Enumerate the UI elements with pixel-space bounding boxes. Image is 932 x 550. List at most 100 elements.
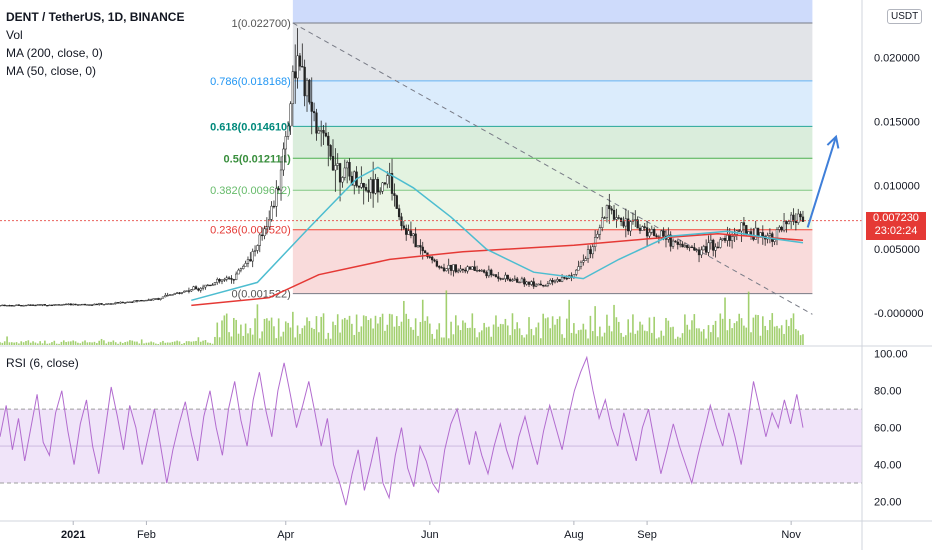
candle-body <box>407 230 410 235</box>
arrow-drawing[interactable] <box>806 134 840 228</box>
candle-body <box>619 217 623 222</box>
volume-bar <box>214 336 216 345</box>
candle-body <box>636 219 639 229</box>
candle-body <box>686 245 689 248</box>
volume-bar <box>733 323 736 345</box>
candle-body <box>386 175 389 185</box>
candle-body <box>669 234 672 247</box>
candle-body <box>116 302 120 304</box>
candle-body <box>133 300 136 303</box>
legend-rsi[interactable]: RSI (6, close) <box>6 356 79 370</box>
candle-body <box>124 302 127 304</box>
volume-bar <box>414 318 417 345</box>
volume-bar <box>358 331 360 345</box>
volume-bar <box>518 328 521 345</box>
legend-vol[interactable]: Vol <box>6 28 23 42</box>
symbol-title[interactable]: DENT / TetherUS, 1D, BINANCE <box>6 10 185 24</box>
candle-body <box>1 304 4 307</box>
volume-bar <box>46 343 49 345</box>
candle-body <box>641 226 644 231</box>
candle-body <box>603 217 606 219</box>
candle-body <box>638 227 642 231</box>
candle-body <box>93 303 96 306</box>
volume-bar <box>490 336 493 345</box>
volume-bar <box>277 318 280 345</box>
volume-bar <box>275 338 278 345</box>
candle-body <box>542 284 545 287</box>
candle-body <box>676 241 679 245</box>
candle-body <box>20 305 23 307</box>
candle-body <box>213 282 217 286</box>
trendline[interactable] <box>292 22 813 315</box>
candle-body <box>792 214 795 222</box>
currency-badge[interactable]: USDT <box>887 9 923 24</box>
candle-body <box>525 281 528 285</box>
volume-bar <box>464 322 467 345</box>
volume-bar <box>77 342 79 345</box>
volume-bar <box>20 341 23 345</box>
candle-body <box>206 284 209 287</box>
volume-bar <box>700 331 703 345</box>
volume-bar <box>403 300 405 345</box>
volume-bar <box>270 317 273 345</box>
candle-body <box>537 283 540 286</box>
candle-body <box>201 286 205 289</box>
candle-body <box>34 304 37 307</box>
volume-bar <box>613 304 615 345</box>
volume-bar <box>322 313 325 345</box>
volume-bar <box>615 317 618 345</box>
volume-bar <box>506 325 509 345</box>
candle-body <box>371 179 375 194</box>
volume-bar <box>60 341 63 345</box>
volume-bar <box>381 313 384 345</box>
volume-bar <box>334 325 337 345</box>
fibonacci-retracement[interactable]: 1(0.022700) 0.786(0.018168) 0.618(0.014610… <box>210 0 813 301</box>
volume-bar <box>594 306 596 345</box>
volume-bar <box>230 336 233 345</box>
candle-body <box>546 283 550 286</box>
volume-bar <box>447 338 450 345</box>
candle-body <box>8 305 11 307</box>
volume-bar <box>164 342 167 345</box>
volume-bar <box>407 318 410 345</box>
volume-bar <box>438 323 441 345</box>
volume-bar <box>655 338 658 345</box>
volume-bar <box>544 318 547 345</box>
candle-body <box>237 269 240 275</box>
candle-body <box>473 266 476 271</box>
candle-body <box>294 71 297 79</box>
candle-body <box>107 303 110 305</box>
volume-bar <box>155 343 157 345</box>
candle-body <box>251 251 254 262</box>
legend-ma50[interactable]: MA (50, close, 0) <box>6 64 97 78</box>
volume-bar <box>426 316 429 345</box>
volume-bar <box>129 340 131 345</box>
volume-bar <box>287 322 289 345</box>
ma50-line <box>191 166 804 302</box>
candle-body <box>412 233 415 236</box>
volume-bar <box>405 313 408 345</box>
candle-body <box>90 304 94 306</box>
volume-bar <box>117 343 119 345</box>
rsi-pane[interactable] <box>0 355 862 506</box>
candle-body <box>46 305 49 307</box>
fib-level-label: 0(0.001522) <box>232 289 291 301</box>
candle-body <box>679 243 682 246</box>
candle-body <box>98 303 101 305</box>
volume-bar <box>702 329 705 345</box>
legend-ma200[interactable]: MA (200, close, 0) <box>6 46 103 60</box>
volume-bar <box>143 343 145 345</box>
candle-body <box>501 278 505 280</box>
volume-bar <box>346 319 348 345</box>
volume-bar <box>72 340 75 345</box>
candle-body <box>343 167 346 178</box>
candle-body <box>17 304 21 306</box>
candle-body <box>74 303 77 306</box>
candle-body <box>475 269 479 272</box>
volume-bar <box>417 335 419 345</box>
candle-body <box>149 299 153 301</box>
candle-body <box>556 279 559 282</box>
volume-bar <box>181 343 183 345</box>
candle-body <box>291 71 294 105</box>
